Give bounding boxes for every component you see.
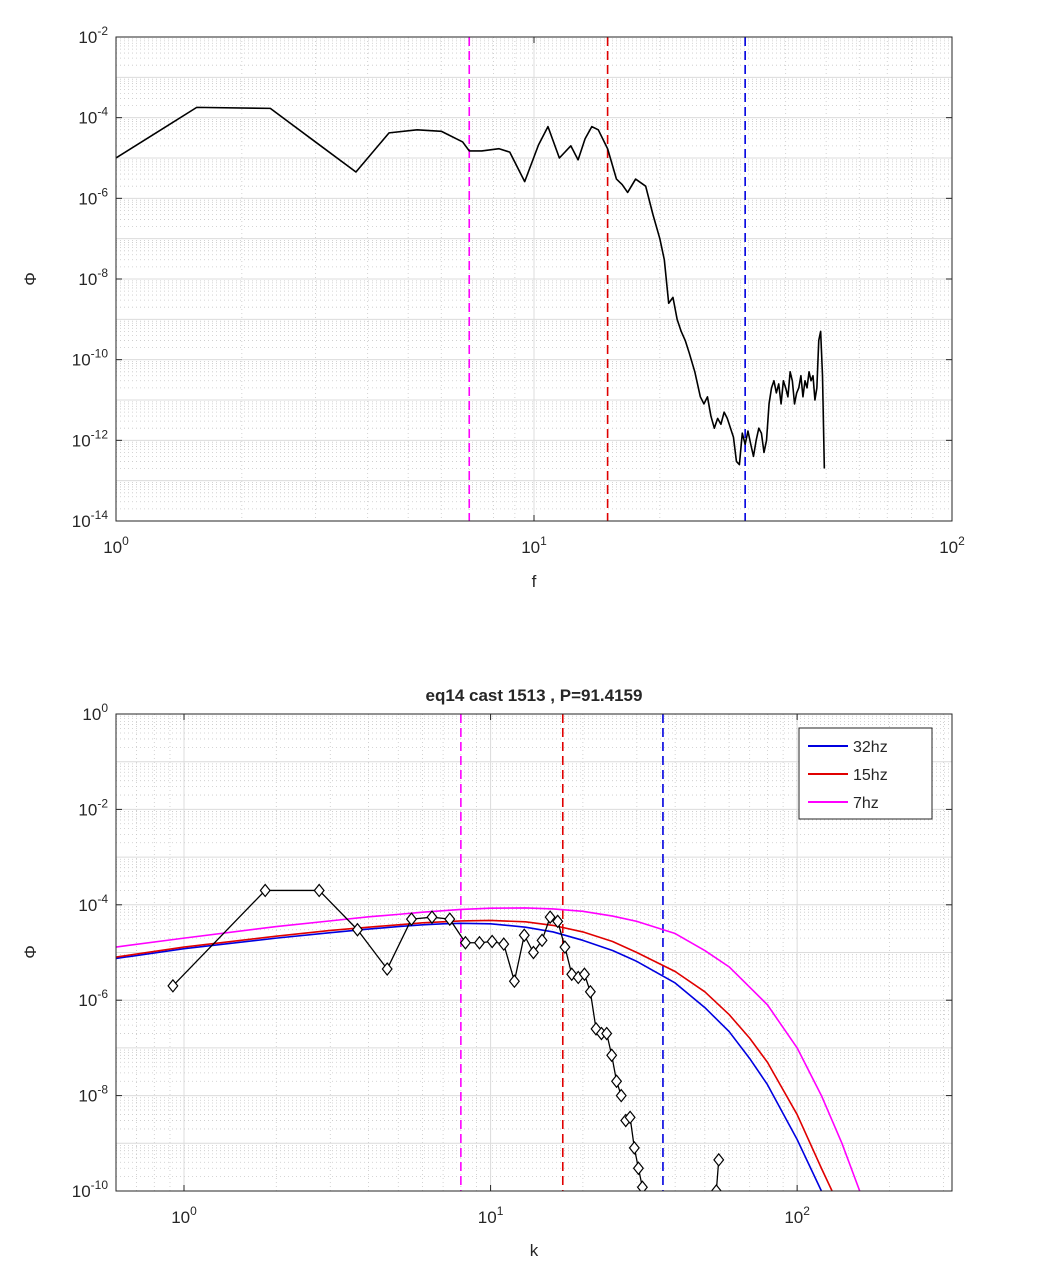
data-point-marker: [426, 910, 438, 925]
data-point-marker: [473, 935, 486, 950]
axes-box: [115, 713, 953, 1192]
data-point-marker: [444, 912, 456, 927]
y-tick-label: 10-6: [78, 987, 108, 1010]
x-tick-label: 100: [171, 1204, 197, 1227]
y-tick-label: 10-6: [78, 185, 108, 208]
series-line: [116, 106, 826, 469]
x-tick-label: 101: [478, 1204, 504, 1227]
chart-top: 100 101 102 10-2 10-4 10-6 10-8 10-10 10-12 10-14…: [21, 24, 965, 591]
legend-label-32hz: 32hz: [853, 739, 888, 756]
x-tick-label: 102: [939, 534, 965, 557]
x-tick-label: 100: [103, 534, 129, 557]
legend: 32hz 15hz 7hz: [798, 727, 933, 820]
data-point-marker: [624, 1110, 636, 1125]
series-line-7hz: [116, 907, 861, 1191]
chart-bottom: eq14 cast 1513 , P=91.4159 100 101 1021001…: [21, 686, 953, 1260]
data-point-marker: [632, 1161, 644, 1176]
data-point-marker: [405, 912, 418, 927]
y-tick-label: 10-8: [78, 266, 108, 289]
legend-label-7hz: 7hz: [853, 795, 879, 812]
ticks: 100 101 102 100 10-2 10-4 10-6 10-8 10-10: [72, 701, 952, 1227]
y-tick-label: 10-2: [78, 24, 108, 47]
data-point-marker: [259, 883, 271, 898]
data-point-marker: [544, 910, 556, 925]
data-point-marker: [636, 1180, 648, 1191]
y-tick-label: 10-14: [72, 508, 109, 531]
y-tick-label: 10-10: [72, 1178, 109, 1201]
x-axis-label: k: [530, 1241, 539, 1260]
data-point-marker: [167, 978, 179, 993]
x-axis-label: f: [532, 572, 537, 591]
y-tick-label: 100: [82, 701, 108, 724]
y-tick-label: 10-8: [78, 1083, 108, 1106]
data-point-marker: [508, 974, 520, 989]
y-tick-label: 10-4: [78, 105, 108, 128]
data-point-marker: [527, 945, 540, 960]
x-tick-label: 102: [784, 1204, 810, 1227]
y-axis-label: Φ: [21, 945, 40, 959]
series-line-32hz: [116, 922, 823, 1191]
y-tick-label: 10-12: [72, 427, 109, 450]
data-point-marker: [486, 934, 498, 949]
data-point-marker: [498, 937, 510, 952]
series-line-15hz: [116, 919, 833, 1191]
data-point-marker: [584, 984, 596, 999]
y-tick-label: 10-10: [72, 347, 109, 370]
data-point-marker: [601, 1026, 613, 1041]
y-tick-label: 10-4: [78, 892, 108, 915]
plot-content: [116, 714, 861, 1191]
data-point-marker: [351, 922, 364, 937]
data-point-marker: [578, 967, 591, 982]
data-point-marker: [559, 940, 571, 955]
chart-title: eq14 cast 1513 , P=91.4159: [426, 686, 643, 705]
y-tick-label: 10-2: [78, 796, 108, 819]
data-point-marker: [710, 1184, 722, 1191]
plot-content: [116, 37, 826, 521]
data-point-marker: [713, 1152, 725, 1167]
data-point-marker: [518, 928, 530, 943]
data-point-marker: [459, 935, 472, 950]
data-point-marker: [313, 883, 325, 898]
data-point-marker: [615, 1088, 627, 1103]
data-point-marker: [610, 1074, 623, 1089]
data-point-marker: [552, 914, 564, 929]
x-tick-label: 101: [521, 534, 547, 557]
data-point-marker: [628, 1140, 640, 1155]
y-axis-label: Φ: [21, 272, 40, 286]
legend-label-15hz: 15hz: [853, 767, 888, 784]
grid: [115, 36, 953, 522]
data-point-marker: [606, 1048, 618, 1063]
data-point-marker: [536, 933, 548, 948]
data-point-marker: [381, 962, 393, 977]
